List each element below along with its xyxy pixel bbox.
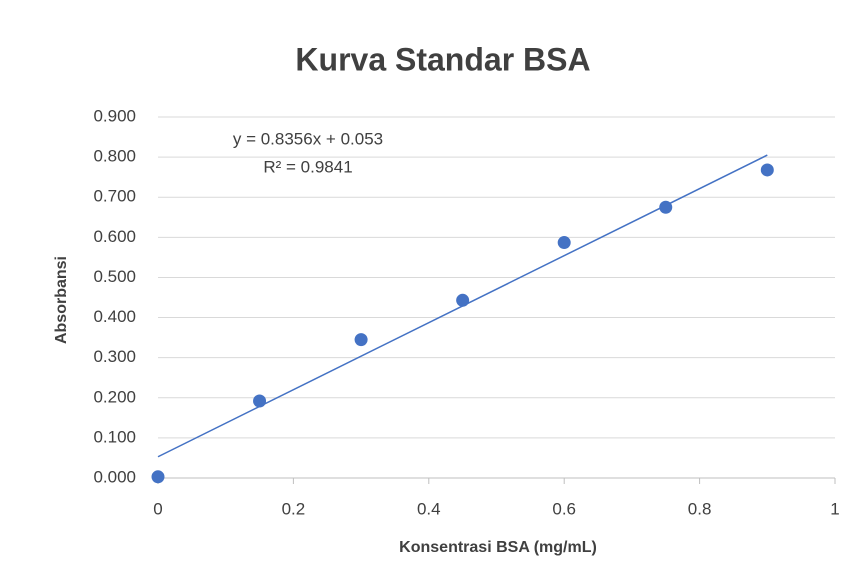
- y-tick-label: 0.100: [93, 427, 136, 446]
- point: [456, 293, 470, 307]
- y-tick-label: 0.700: [93, 187, 136, 206]
- y-tick-label: 0.800: [93, 147, 136, 166]
- y-tick-label: 0.600: [93, 227, 136, 246]
- y-axis-label: Absorbansi: [53, 256, 70, 344]
- x-tick-label: 0.2: [282, 499, 306, 518]
- point: [151, 470, 165, 484]
- point: [659, 200, 673, 214]
- y-tick-label: 0.400: [93, 307, 136, 326]
- point: [557, 236, 571, 250]
- x-tick-label: 0.8: [688, 499, 712, 518]
- x-tick-label: 0: [153, 499, 162, 518]
- y-tick-label: 0.300: [93, 347, 136, 366]
- trendline-r2: R² = 0.9841: [263, 157, 352, 176]
- x-axis-label: Konsentrasi BSA (mg/mL): [399, 539, 597, 556]
- trendline-equation: y = 0.8356x + 0.053: [233, 129, 383, 148]
- x-tick-label: 1: [830, 499, 839, 518]
- y-tick-label: 0.000: [93, 467, 136, 486]
- point: [760, 163, 774, 177]
- y-tick-label: 0.900: [93, 106, 136, 125]
- y-tick-label: 0.500: [93, 267, 136, 286]
- x-tick-label: 0.4: [417, 499, 441, 518]
- point: [253, 394, 267, 408]
- x-tick-label: 0.6: [552, 499, 576, 518]
- point: [354, 333, 368, 347]
- chart-title: Kurva Standar BSA: [295, 41, 590, 77]
- y-tick-label: 0.200: [93, 387, 136, 406]
